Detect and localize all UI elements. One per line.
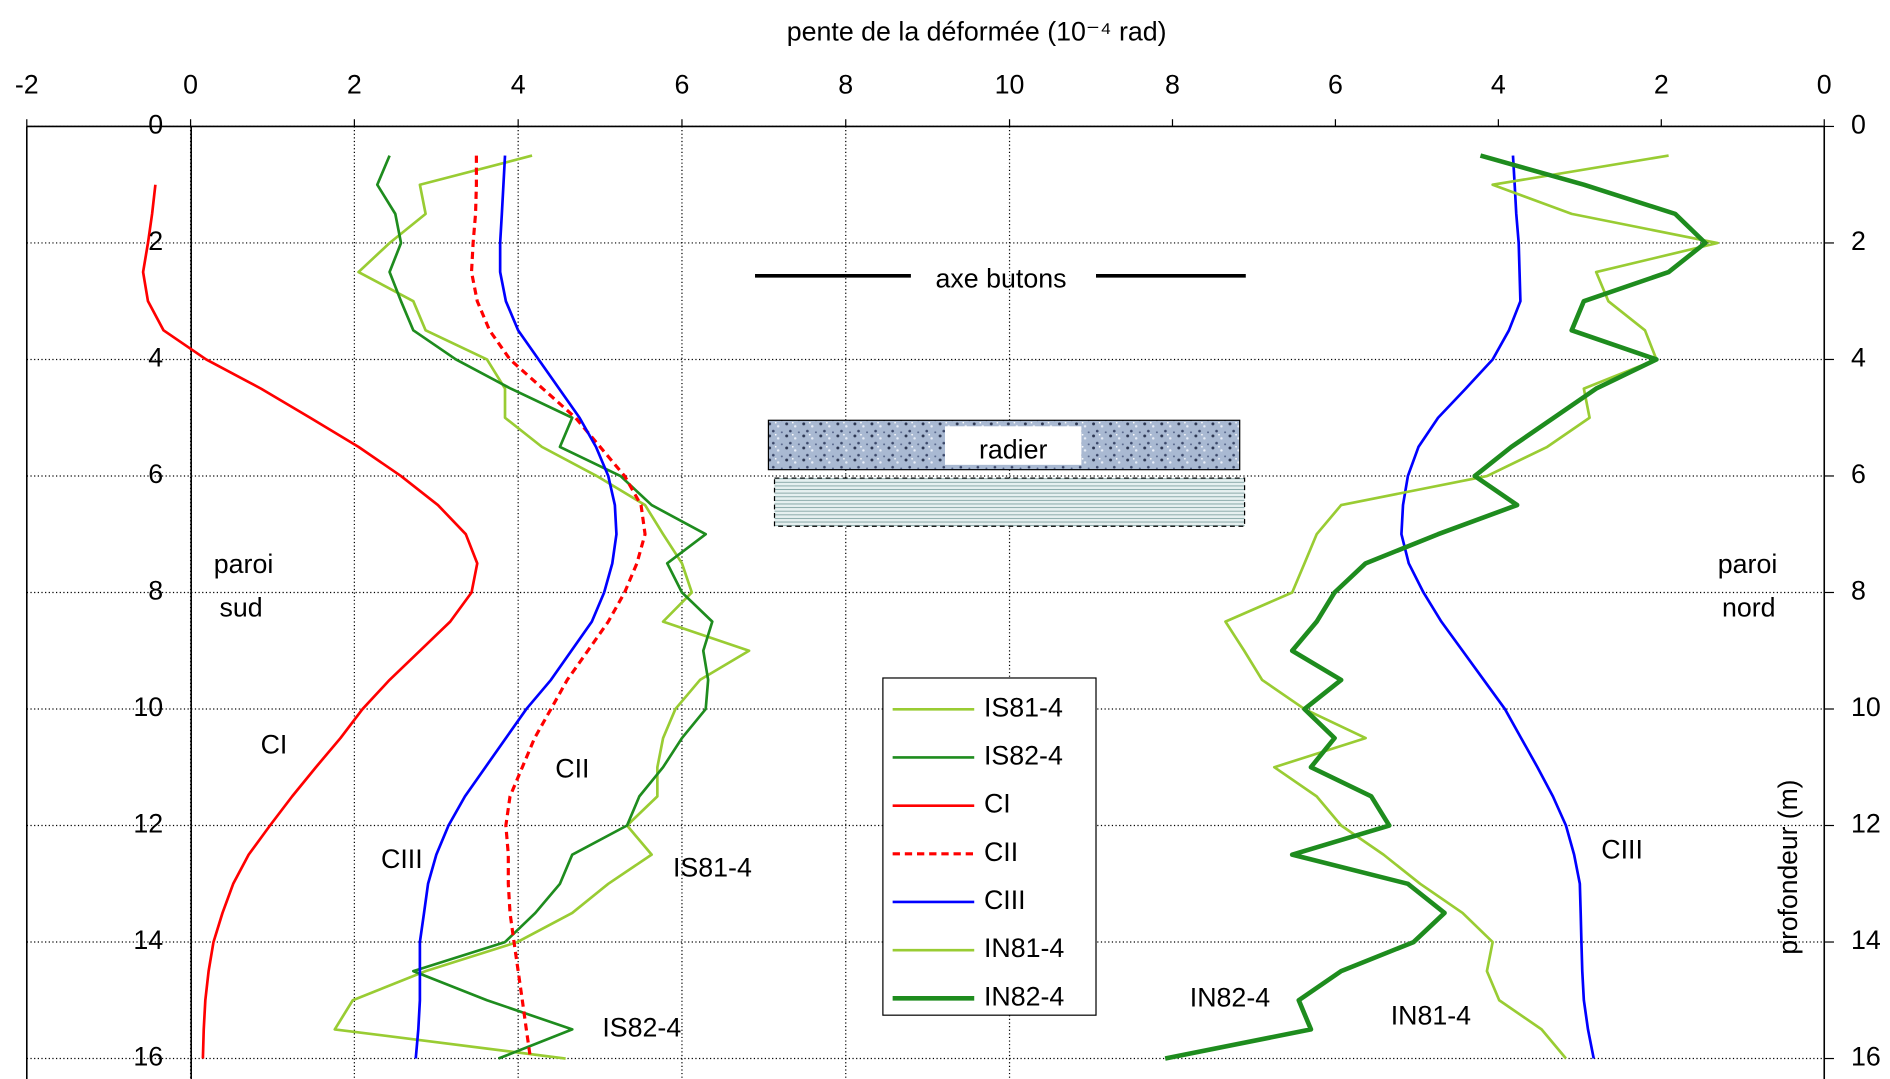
y-tick-label: 16 xyxy=(1851,1042,1881,1072)
y-tick-label: 14 xyxy=(133,925,163,955)
annotation: paroi xyxy=(214,549,274,579)
annotation: CII xyxy=(555,754,589,784)
x-tick-label: 10 xyxy=(995,70,1025,100)
legend-label: CIII xyxy=(984,885,1026,915)
y-tick-label: 8 xyxy=(1851,576,1866,606)
y-axis-label: profondeur (m) xyxy=(1773,780,1803,955)
raft-base xyxy=(773,477,1246,527)
annotation: IN82-4 xyxy=(1190,983,1271,1013)
y-tick-label: 0 xyxy=(1851,110,1866,140)
legend-label: CI xyxy=(984,789,1011,819)
x-tick-label: 2 xyxy=(347,70,362,100)
y-tick-label: 12 xyxy=(133,809,163,839)
annotation: paroi xyxy=(1718,549,1778,579)
y-tick-label: 4 xyxy=(148,343,163,373)
series-line xyxy=(469,155,647,1059)
x-tick-label: 4 xyxy=(511,70,526,100)
annotation: CIII xyxy=(1601,835,1643,865)
chart-title: pente de la déformée (10⁻⁴ rad) xyxy=(787,17,1167,47)
y-tick-label: 8 xyxy=(148,576,163,606)
x-tick-label: 0 xyxy=(1817,70,1832,100)
y-tick-label: 14 xyxy=(1851,925,1881,955)
y-tick-label: 0 xyxy=(148,110,163,140)
annotation: sud xyxy=(220,592,263,622)
legend-box xyxy=(882,677,1097,1016)
annotation: nord xyxy=(1722,592,1776,622)
series-line xyxy=(414,155,618,1059)
legend-label: IS81-4 xyxy=(984,692,1063,722)
series-line xyxy=(333,154,751,1060)
annotation: IS82-4 xyxy=(602,1013,681,1043)
annotation: axe butons xyxy=(936,264,1067,294)
series-lines xyxy=(141,153,1719,1061)
annotation: CIII xyxy=(381,844,423,874)
x-tick-label: 4 xyxy=(1491,70,1506,100)
x-tick-label: 6 xyxy=(1328,70,1343,100)
annotation: IS81-4 xyxy=(673,853,752,883)
x-tick-label: -2 xyxy=(15,70,39,100)
y-tick-label: 10 xyxy=(1851,692,1881,722)
y-tick-label: 6 xyxy=(148,459,163,489)
x-tick-label: 2 xyxy=(1654,70,1669,100)
series-line xyxy=(375,155,714,1060)
x-tick-label: 0 xyxy=(183,70,198,100)
legend-label: CII xyxy=(984,837,1018,867)
annotation: radier xyxy=(979,435,1048,465)
series-line xyxy=(141,184,479,1059)
annotation: IN81-4 xyxy=(1391,1001,1472,1031)
y-tick-label: 2 xyxy=(1851,226,1866,256)
x-tick-label: 6 xyxy=(675,70,690,100)
series-line xyxy=(1224,154,1719,1060)
y-tick-label: 2 xyxy=(148,226,163,256)
y-tick-label: 6 xyxy=(1851,459,1866,489)
y-tick-label: 10 xyxy=(133,692,163,722)
legend-label: IN82-4 xyxy=(984,981,1065,1011)
y-tick-label: 12 xyxy=(1851,809,1881,839)
series-line xyxy=(1400,155,1596,1059)
y-tick-label: 4 xyxy=(1851,343,1866,373)
x-tick-label: 8 xyxy=(1165,70,1180,100)
labels: -2 0 2 4 6 8 10 0 2 4 6 8 10 12 14 16 paroi sud CI CII CIII I… xyxy=(15,70,1881,1072)
x-tick-label: 8 xyxy=(838,70,853,100)
y-tick-label: 16 xyxy=(133,1042,163,1072)
legend-label: IS82-4 xyxy=(984,741,1063,771)
raft-label-box xyxy=(945,426,1082,465)
series-line xyxy=(1164,153,1708,1061)
annotation: CI xyxy=(261,730,288,760)
legend-label: IN81-4 xyxy=(984,933,1065,963)
